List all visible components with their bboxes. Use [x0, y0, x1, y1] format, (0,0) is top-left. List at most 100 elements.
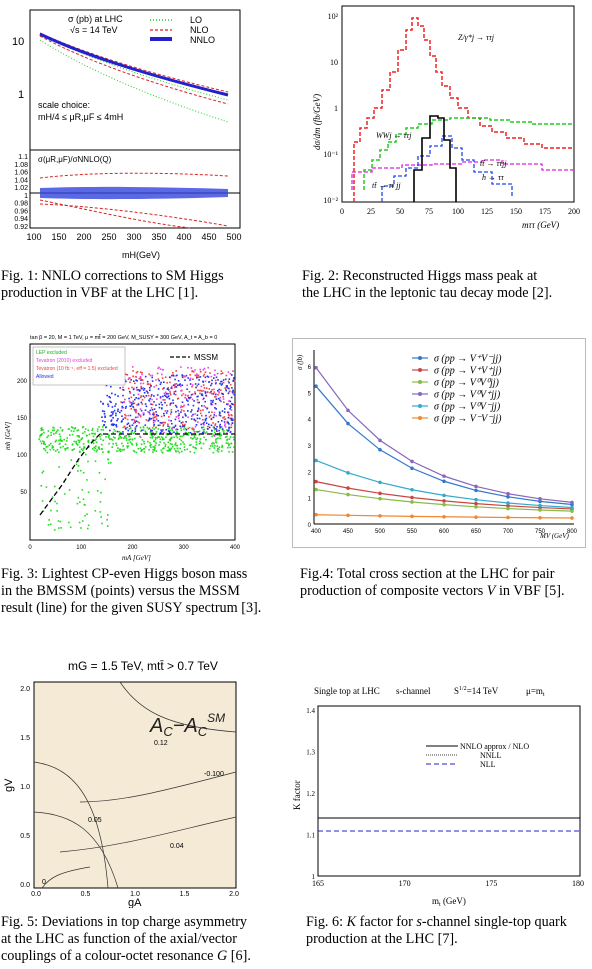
- fig4-legend: σ (pp → V⁺V⁻jj)σ (pp → V⁺V⁺jj)σ (pp → V⁰…: [412, 354, 502, 425]
- fig3-point: [221, 420, 223, 422]
- fig2-xtick-7: 175: [539, 207, 551, 216]
- fig3-point: [149, 436, 152, 439]
- fig6-legend-nnll: NNLL: [480, 751, 501, 760]
- fig3-point: [194, 383, 197, 385]
- fig4-series-point-3-1: [346, 408, 350, 413]
- fig3-point: [195, 441, 198, 443]
- fig3-point: [229, 431, 232, 433]
- fig3-point: [149, 413, 151, 415]
- fig3-point: [196, 373, 198, 375]
- fig3-point: [152, 449, 154, 451]
- fig3-point: [72, 427, 74, 429]
- fig3-point: [217, 390, 219, 392]
- fig3-point: [188, 431, 190, 434]
- fig3-point: [210, 403, 213, 406]
- fig3-point: [130, 379, 132, 381]
- fig3-point: [137, 421, 139, 423]
- fig3-point: [111, 446, 113, 448]
- fig1-plot: 10 1 1.11.081.061.041.0210.980.960.940.9…: [12, 9, 242, 260]
- fig3-point: [62, 445, 64, 448]
- fig6-ytick-3: 1.1: [306, 832, 315, 840]
- fig4-ytick-3: 3: [308, 444, 312, 450]
- fig3-point: [228, 438, 231, 440]
- fig3-point: [117, 410, 119, 412]
- fig3-point: [228, 378, 231, 380]
- fig3-point: [115, 444, 118, 447]
- fig3-point: [196, 414, 199, 416]
- fig3-point: [139, 426, 142, 429]
- fig3-point: [172, 375, 175, 377]
- fig3-point: [189, 450, 192, 453]
- fig3-point: [148, 373, 150, 376]
- fig3-point: [116, 419, 118, 422]
- fig3-point: [142, 389, 145, 391]
- fig3-point: [194, 413, 196, 415]
- fig6-yticks: 1.4 1.3 1.2 1.1 1: [306, 707, 315, 881]
- fig4-series-point-1-1: [346, 486, 350, 490]
- fig3-point: [53, 429, 55, 432]
- fig3-point: [157, 428, 160, 430]
- fig3-point: [157, 378, 160, 380]
- fig3-point: [136, 389, 138, 391]
- fig3-point: [227, 430, 229, 432]
- fig3-point: [167, 387, 169, 389]
- fig3-point: [183, 443, 185, 445]
- fig3-point: [189, 374, 191, 376]
- fig3-point: [148, 417, 151, 419]
- fig3-point: [223, 418, 226, 421]
- fig1-ytick-10: 10: [12, 36, 24, 48]
- fig3-point: [167, 425, 169, 427]
- fig3-point: [156, 372, 159, 375]
- fig3-point: [140, 379, 142, 381]
- fig3-point: [184, 427, 187, 430]
- fig3-point: [155, 404, 157, 406]
- fig3-point: [179, 447, 181, 450]
- fig3-point: [147, 428, 150, 430]
- fig3-point: [216, 449, 219, 452]
- fig3-point: [40, 442, 43, 445]
- fig2-panel: 10² 10 1 10⁻¹ 10⁻² 0 25 50 75 100 125 150 175 200 dσ…: [302, 0, 592, 262]
- fig3-point: [182, 393, 185, 395]
- fig3-point: [55, 432, 57, 434]
- fig3-point: [173, 448, 176, 450]
- fig3-point: [135, 379, 137, 381]
- fig3-point: [169, 431, 171, 434]
- fig3-point: [214, 431, 216, 434]
- fig3-point: [174, 390, 177, 393]
- fig3-point: [68, 521, 70, 524]
- fig3-point: [181, 435, 183, 438]
- fig3-point: [229, 417, 231, 420]
- fig3-point: [227, 413, 230, 416]
- fig3-point: [218, 425, 221, 427]
- fig3-point: [232, 403, 234, 406]
- fig3-point: [111, 406, 114, 408]
- fig3-point: [74, 427, 77, 429]
- fig3-point: [195, 443, 198, 446]
- fig3-point: [229, 400, 232, 403]
- fig3-point: [204, 380, 207, 383]
- fig3-point: [123, 425, 126, 428]
- fig3-point: [208, 447, 211, 450]
- fig3-point: [214, 423, 217, 425]
- fig1-xtick-0: 100: [26, 232, 41, 242]
- fig3-point: [129, 392, 132, 394]
- fig3-point: [163, 442, 165, 444]
- fig3-point: [203, 421, 205, 424]
- fig3-point: [205, 417, 208, 420]
- fig3-point: [202, 398, 204, 401]
- fig3-point: [161, 438, 164, 441]
- fig3-point: [134, 382, 136, 385]
- fig3-point: [217, 379, 219, 381]
- fig3-point: [109, 396, 111, 399]
- fig3-point: [210, 390, 212, 393]
- fig3-ytick-0: 200: [17, 379, 28, 385]
- fig3-point: [174, 418, 177, 421]
- fig5-title: mG = 1.5 TeV, mtt̄ > 0.7 TeV: [68, 659, 218, 673]
- fig3-point: [166, 404, 168, 407]
- fig3-point: [73, 430, 75, 433]
- fig3-point: [84, 428, 87, 430]
- fig3-point: [122, 426, 124, 429]
- fig3-point: [133, 418, 135, 421]
- fig3-legend-lep: LEP excluded: [36, 350, 67, 356]
- fig3-point: [124, 435, 126, 438]
